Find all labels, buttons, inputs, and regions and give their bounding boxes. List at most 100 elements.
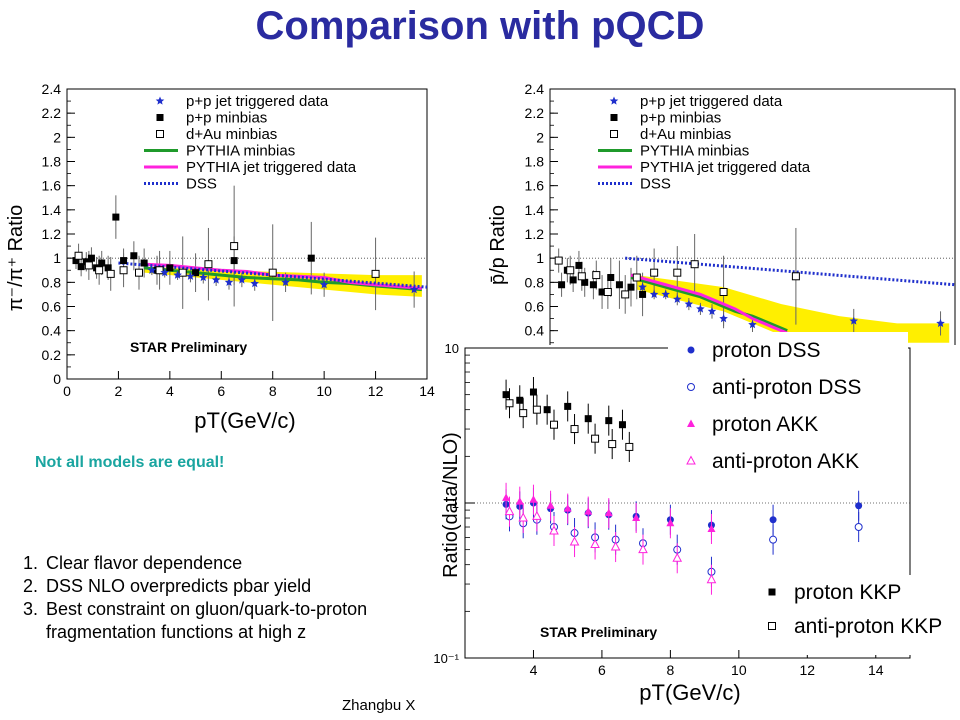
data-point [250, 279, 259, 288]
data-point [268, 268, 277, 277]
data-point [584, 415, 592, 423]
y-tick-label: 0.6 [42, 299, 62, 315]
legend-label: p+p jet triggered data [186, 93, 329, 110]
data-point [603, 288, 612, 296]
data-point [281, 277, 290, 286]
data-point [74, 251, 83, 260]
data-point [608, 440, 617, 449]
data-point [160, 268, 169, 277]
data-point [673, 294, 682, 303]
series-line [625, 256, 956, 287]
x-tick-label: 0 [63, 383, 71, 399]
legend-label: proton AKK [712, 413, 818, 436]
conclusions-list: 1. Clear flavor dependence 2. DSS NLO over… [8, 552, 478, 644]
data-point [650, 268, 659, 277]
data-point [604, 508, 613, 517]
data-point [569, 536, 580, 546]
y-tick-label: 2.2 [525, 105, 545, 121]
data-point [199, 273, 208, 282]
data-point [589, 281, 597, 289]
data-point [791, 272, 800, 281]
x-tick-label: 4 [530, 662, 538, 678]
data-point [690, 260, 699, 269]
data-point [505, 399, 514, 408]
data-point [575, 261, 583, 269]
data-point [532, 405, 541, 414]
data-point [211, 275, 221, 284]
data-point [707, 524, 716, 532]
data-point [543, 406, 551, 414]
data-point [592, 271, 601, 280]
legend-box [668, 332, 908, 482]
legend-label: p+p minbias [640, 110, 721, 127]
legend-marker [687, 419, 695, 427]
conclusion-number: 1. [22, 553, 38, 573]
data-point [618, 421, 626, 429]
data-point [192, 269, 200, 277]
x-axis-label: pT(GeV/c) [639, 680, 740, 705]
data-point [849, 316, 858, 325]
series-line [118, 261, 428, 289]
legend-marker [156, 130, 164, 138]
y-axis-label: π⁻/π⁺ Ratio [5, 205, 27, 312]
legend-marker [610, 114, 618, 121]
data-point [598, 288, 606, 296]
data-point [98, 259, 106, 267]
data-point [502, 493, 511, 501]
x-tick-label: 6 [217, 383, 225, 399]
legend-marker [686, 455, 696, 465]
data-point [610, 541, 621, 551]
data-point [554, 256, 563, 265]
data-point [696, 304, 705, 313]
data-point [529, 388, 537, 396]
y-tick-label: 1.4 [42, 202, 62, 218]
footer-author: Zhangbu X [342, 697, 416, 714]
data-point [564, 402, 572, 410]
y-tick-label: 0.4 [525, 323, 545, 339]
data-point [155, 266, 164, 275]
legend-marker [610, 130, 618, 138]
conclusion-number: 2. [22, 576, 38, 596]
data-point [104, 264, 112, 272]
data-point [230, 257, 238, 265]
data-point [672, 552, 683, 562]
data-point [319, 280, 329, 289]
data-point [661, 289, 670, 299]
data-point [529, 495, 538, 503]
legend-label: DSS [640, 176, 671, 193]
data-point [639, 290, 647, 298]
y-tick-label: 1 [53, 250, 61, 266]
data-point [719, 288, 728, 296]
y-tick-label: 1.2 [42, 226, 62, 242]
data-point [237, 275, 247, 284]
y-tick-label: 10⁻¹ [433, 651, 459, 666]
data-point [581, 278, 589, 286]
data-point [504, 506, 515, 516]
y-tick-label: 2.4 [525, 81, 545, 97]
y-tick-label: 0.8 [525, 274, 545, 290]
legend-marker [155, 96, 165, 105]
data-point [632, 273, 641, 282]
legend-marker [609, 96, 619, 105]
y-tick-label: 1.4 [525, 202, 545, 218]
y-tick-label: 2.4 [42, 81, 62, 97]
data-point [621, 290, 630, 299]
conclusion-item: 2. DSS NLO overpredicts pbar yield [8, 575, 478, 598]
chart-annotation: STAR Preliminary [130, 339, 247, 355]
data-point [119, 266, 128, 275]
y-tick-label: 1 [536, 250, 544, 266]
y-tick-label: 0.6 [525, 299, 545, 315]
conclusion-item: 1. Clear flavor dependence [8, 552, 478, 575]
x-tick-label: 14 [419, 383, 435, 399]
data-point [605, 417, 613, 425]
data-point [854, 523, 863, 532]
data-point [748, 320, 757, 329]
y-tick-label: 0.4 [42, 323, 62, 339]
data-point [591, 434, 600, 443]
x-tick-label: 8 [666, 662, 674, 678]
y-tick-label: 2 [53, 129, 61, 145]
data-point [769, 516, 777, 524]
data-point [130, 252, 138, 260]
y-tick-label: 1.2 [525, 226, 545, 242]
